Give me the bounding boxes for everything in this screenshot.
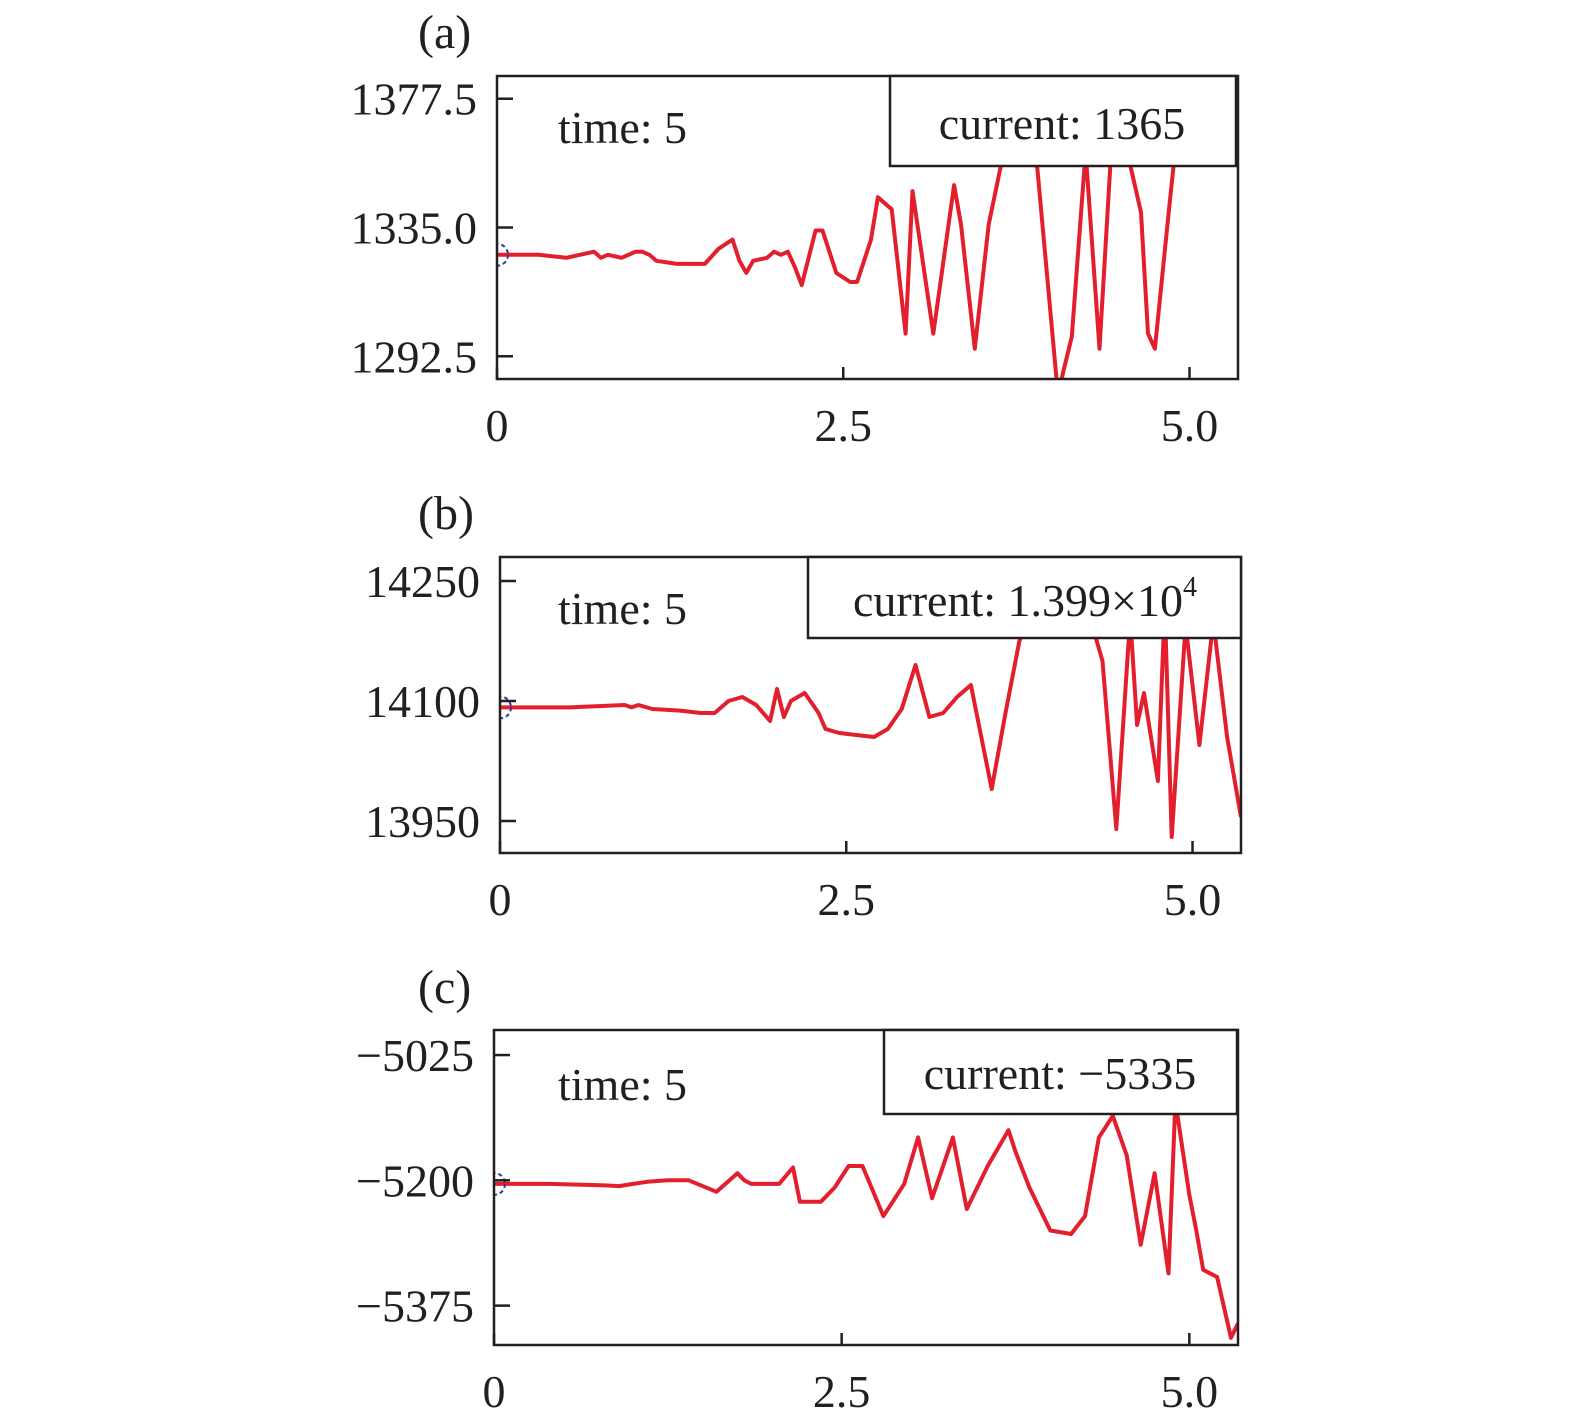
x-tick-label: 0 — [489, 874, 512, 925]
x-tick-label: 2.5 — [815, 400, 873, 451]
panel-label: (b) — [418, 487, 474, 540]
panel-b: (b) 13950 14100 14250 0 2.5 5.0 time: 5 current… — [365, 487, 1243, 925]
y-tick-label: 14250 — [365, 556, 480, 607]
current-annotation: current: 1365 — [939, 98, 1186, 149]
y-tick-label: 1292.5 — [351, 331, 478, 382]
x-tick-label: 0 — [486, 400, 509, 451]
current-box — [882, 1028, 1239, 1116]
x-tick-label: 2.5 — [818, 874, 876, 925]
y-tick-label: −5025 — [356, 1030, 474, 1081]
plot-frame — [492, 1028, 1240, 1347]
time-annotation: time: 5 — [558, 102, 687, 153]
start-marker — [500, 695, 512, 720]
current-box — [806, 555, 1243, 640]
panel-label: (c) — [418, 961, 471, 1014]
y-tick-label: 13950 — [365, 796, 480, 847]
series-line — [500, 591, 1241, 839]
time-annotation: time: 5 — [558, 583, 687, 634]
panel-label: (a) — [418, 6, 471, 59]
current-annotation: current: −5335 — [924, 1048, 1196, 1099]
panel-a: (a) 1292.5 1335.0 1377.5 0 2.5 5.0 time: 5 curr… — [351, 6, 1240, 451]
start-marker — [494, 1171, 506, 1196]
plot-area: 13950 14100 14250 0 2.5 5.0 time: 5 current: 1.… — [365, 555, 1243, 925]
current-annotation: current: 1.399×104 — [853, 572, 1197, 626]
x-tick-label: 5.0 — [1161, 1366, 1219, 1417]
y-tick-label: −5375 — [356, 1281, 474, 1332]
time-annotation: time: 5 — [558, 1059, 687, 1110]
x-tick-label: 5.0 — [1161, 400, 1219, 451]
plot-area: 1292.5 1335.0 1377.5 0 2.5 5.0 time: 5 current:… — [351, 74, 1240, 451]
y-tick-label: 1377.5 — [351, 74, 478, 125]
x-tick-label: 0 — [483, 1366, 506, 1417]
y-tick-label: 14100 — [365, 676, 480, 727]
series-line — [494, 1099, 1238, 1340]
y-tick-label: −5200 — [356, 1155, 474, 1206]
y-tick-label: 1335.0 — [351, 203, 478, 254]
x-tick-label: 5.0 — [1164, 874, 1222, 925]
current-box — [888, 74, 1238, 168]
x-tick-label: 2.5 — [813, 1366, 871, 1417]
